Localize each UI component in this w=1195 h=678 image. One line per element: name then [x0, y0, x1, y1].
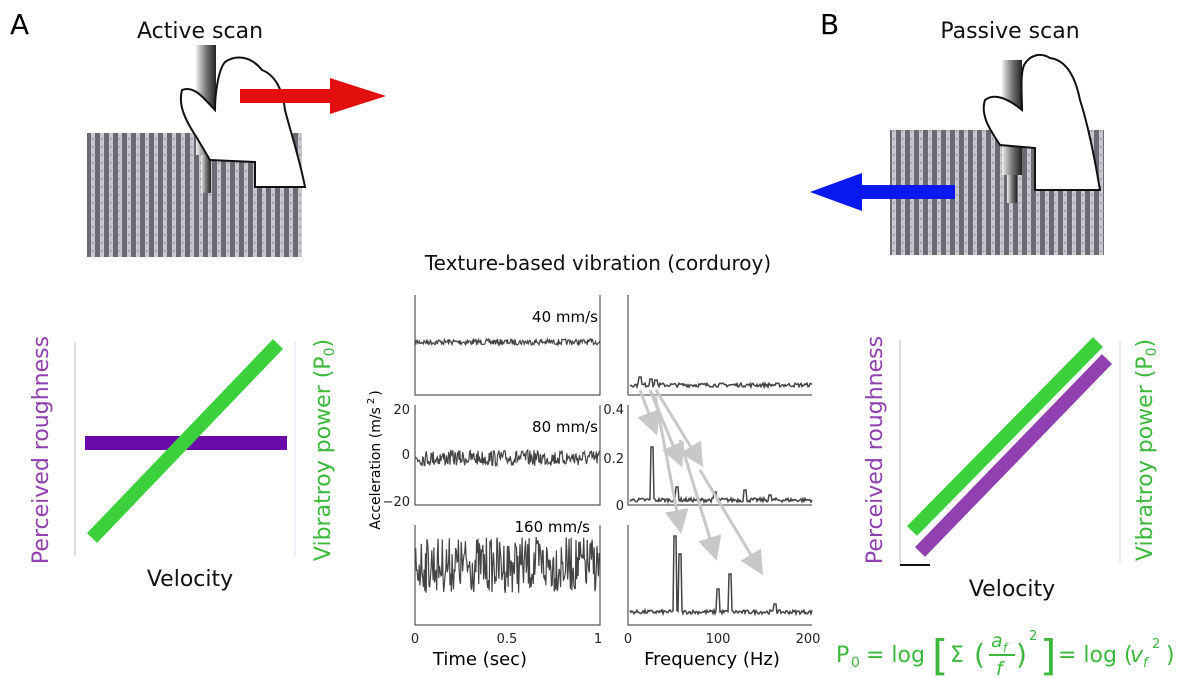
spectrum-trace — [629, 376, 813, 390]
x-tick-label: 1 — [594, 632, 602, 647]
formula-part: f — [996, 658, 1006, 678]
roughness-plot-b: Perceived roughness Vibratroy power (P0)… — [863, 336, 1160, 602]
panel-letter: B — [820, 8, 839, 41]
power-line — [86, 339, 284, 543]
x-tick-label: 200 — [796, 632, 821, 647]
y2-label-text: Vibratroy power (P — [311, 356, 336, 561]
speed-label: 160 mm/s — [515, 518, 591, 536]
vibration-panels: Texture-based vibration (corduroy) 40 mm… — [366, 251, 820, 670]
formula-part: ) — [1166, 643, 1175, 668]
axis — [414, 405, 601, 506]
shift-arrow — [698, 469, 764, 576]
panel-title: Passive scan — [940, 19, 1079, 44]
y-label-text: Acceleration (m/s — [368, 407, 384, 530]
y2-label-end: ) — [1133, 339, 1158, 348]
formula-part: f — [1143, 656, 1150, 671]
formula: P 0 = log [ Σ ( a f f ) 2 ] = log ( v f … — [836, 629, 1175, 678]
shift-arrow — [637, 389, 660, 436]
roughness-line — [914, 354, 1113, 557]
y-tick-label: 0.2 — [603, 452, 624, 467]
signal-trace — [414, 448, 601, 468]
probe-tip — [201, 155, 211, 193]
y2-label: Vibratroy power (P0) — [1133, 339, 1160, 561]
y-label-sup: 2 — [366, 398, 377, 404]
y-tick-label: −20 — [383, 495, 410, 510]
y-label: Perceived roughness — [29, 336, 54, 564]
y2-label: Vibratroy power (P0) — [311, 339, 338, 561]
speed-label: 80 mm/s — [532, 418, 598, 436]
y-label: Acceleration (m/s 2) — [366, 390, 384, 529]
y-tick-label: 0.4 — [603, 403, 624, 418]
x-tick-label: 0 — [624, 632, 632, 647]
y-label-end: ) — [368, 390, 384, 395]
x-tick-label: 100 — [706, 632, 731, 647]
arrow-right — [240, 78, 386, 114]
spectrum-trace — [629, 535, 813, 617]
x-tick-label: 0 — [411, 632, 419, 647]
y-tick-label: 20 — [393, 403, 410, 418]
signal-trace — [414, 337, 601, 348]
formula-part: ( — [974, 638, 985, 671]
formula-part: f — [1003, 641, 1009, 655]
formula-part: 2 — [1152, 637, 1160, 652]
axis — [627, 405, 812, 506]
formula-part: = log ( — [1058, 643, 1133, 668]
x-label: Velocity — [969, 577, 1055, 602]
formula-part: P — [836, 643, 849, 668]
formula-part: a — [991, 630, 1003, 652]
axis — [627, 525, 812, 626]
x-label: Frequency (Hz) — [644, 649, 780, 670]
formula-part: 0 — [851, 655, 860, 671]
formula-part: [ — [932, 631, 948, 678]
hand — [982, 53, 1102, 191]
formula-part: 2 — [1029, 629, 1037, 644]
axis — [414, 525, 601, 626]
spectrum-trace — [629, 446, 813, 505]
power-line — [907, 337, 1103, 536]
speed-label: 40 mm/s — [532, 308, 598, 326]
y2-label-text: Vibratroy power (P — [1133, 356, 1158, 561]
vibration-title: Texture-based vibration (corduroy) — [424, 251, 771, 275]
x-label: Velocity — [147, 567, 233, 592]
y-label: Perceived roughness — [863, 336, 888, 564]
shift-arrow — [678, 439, 722, 561]
x-label: Time (sec) — [432, 649, 527, 670]
formula-part: Σ — [950, 643, 964, 668]
panel-title: Active scan — [137, 19, 263, 44]
signal-trace — [414, 537, 601, 594]
y-tick-label: 0 — [616, 499, 624, 514]
panel-letter: A — [10, 8, 29, 41]
formula-part: ) — [1016, 638, 1027, 671]
shift-arrow — [654, 389, 704, 468]
y-tick-label: 0 — [402, 448, 410, 463]
formula-part: v — [1130, 643, 1144, 668]
y2-label-end: ) — [311, 339, 336, 348]
roughness-plot-a: Perceived roughness Vibratroy power (P0)… — [29, 336, 338, 592]
x-tick-label: 0.5 — [497, 632, 518, 647]
axis — [414, 295, 601, 396]
probe-tip — [1007, 175, 1017, 203]
axis — [627, 295, 812, 396]
formula-part: = log — [866, 643, 925, 668]
arrow-left — [810, 173, 955, 211]
y2-label-sub: 0 — [1144, 348, 1160, 357]
y2-label-sub: 0 — [322, 348, 338, 357]
shift-arrow — [653, 394, 689, 534]
formula-part: ] — [1040, 631, 1056, 678]
